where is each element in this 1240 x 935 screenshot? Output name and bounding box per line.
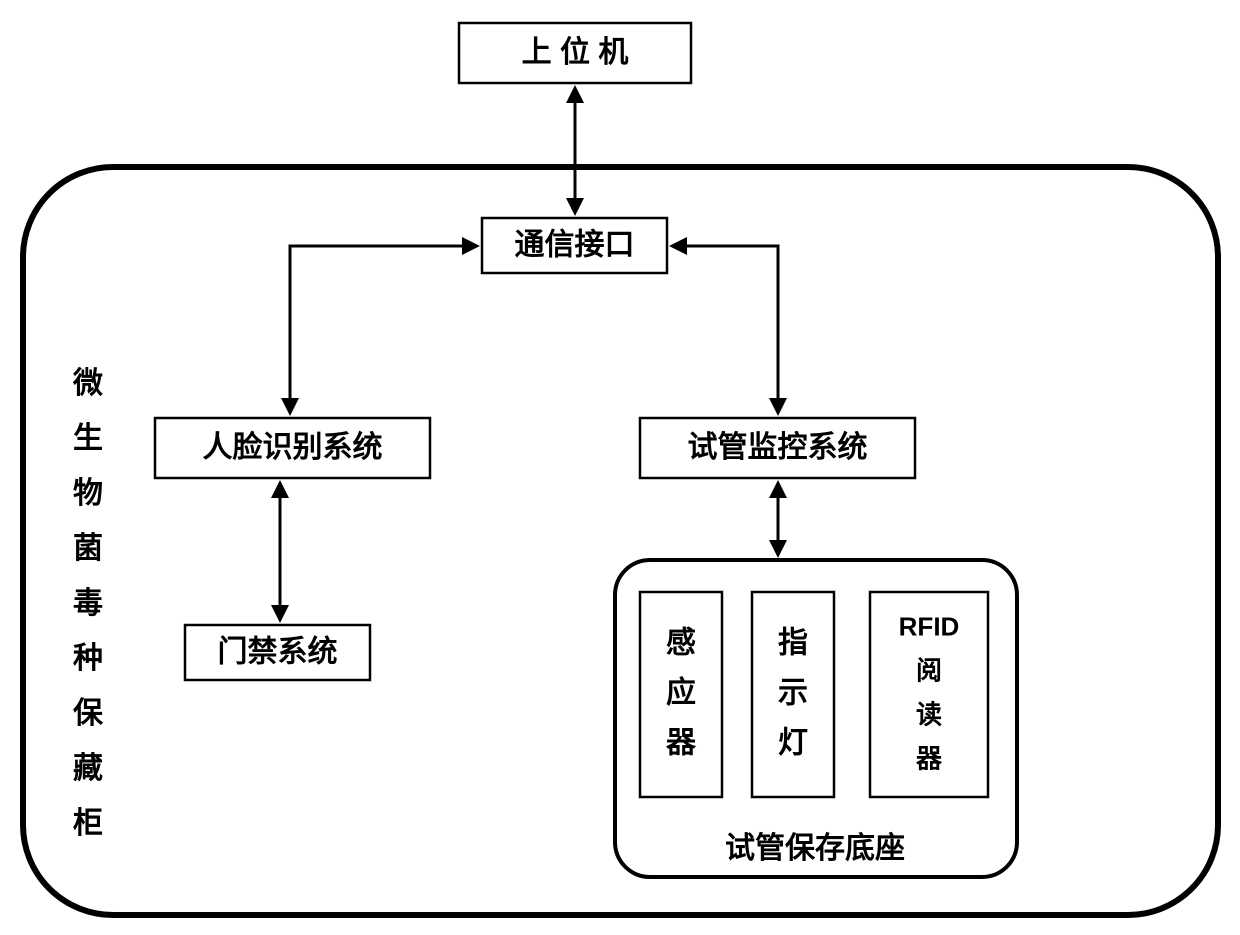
cabinet-label-char: 物 xyxy=(73,477,103,510)
arrowhead xyxy=(462,237,480,255)
indicator-box-label-line: 灯 xyxy=(778,726,808,759)
cabinet-label-char: 微 xyxy=(72,367,103,400)
arrowhead xyxy=(566,198,584,216)
tube-monitor-box-label: 试管监控系统 xyxy=(688,430,868,464)
sensor-box-label-line: 器 xyxy=(665,726,697,759)
diagram-canvas: 微生物菌毒种保藏柜试管保存底座 上 位 机通信接口人脸识别系统 试管监控系统门禁系统… xyxy=(0,0,1240,935)
arrowhead xyxy=(281,398,299,416)
comm-interface-box-label: 通信接口 xyxy=(515,228,635,261)
cabinet-label-char: 种 xyxy=(73,642,103,675)
arrowhead xyxy=(271,605,289,623)
indicator-box-label-line: 指 xyxy=(778,626,808,659)
arrow-comm-tube xyxy=(687,246,778,398)
sensor-box-label-line: 感 xyxy=(666,626,696,659)
rfid-reader-box-label-line: 读 xyxy=(916,699,942,729)
face-recognition-box-label: 人脸识别系统 xyxy=(203,430,383,464)
cabinet-container xyxy=(23,167,1218,915)
arrow-comm-face xyxy=(290,246,462,398)
sensor-box-label-line: 应 xyxy=(666,675,696,709)
tube-base-label: 试管保存底座 xyxy=(725,831,905,865)
cabinet-label-char: 毒 xyxy=(73,587,103,620)
arrowhead xyxy=(769,540,787,558)
cabinet-label-char: 菌 xyxy=(73,532,103,565)
rfid-reader-box-label-line: 器 xyxy=(915,743,943,773)
rfid-reader-box-label-line: RFID xyxy=(899,611,960,641)
cabinet-label-char: 藏 xyxy=(73,752,103,785)
access-control-box-label: 门禁系统 xyxy=(218,634,338,668)
indicator-box-label-line: 示 xyxy=(778,676,808,709)
cabinet-label-char: 保 xyxy=(73,697,104,730)
cabinet-label-char: 生 xyxy=(73,422,103,455)
arrowhead xyxy=(271,480,289,498)
arrowhead xyxy=(669,237,687,255)
cabinet-label-char: 柜 xyxy=(73,807,103,840)
arrowhead xyxy=(566,85,584,103)
rfid-reader-box-label-line: 阅 xyxy=(916,655,942,685)
arrowhead xyxy=(769,398,787,416)
arrowhead xyxy=(769,480,787,498)
host-box-label: 上 位 机 xyxy=(522,35,629,69)
